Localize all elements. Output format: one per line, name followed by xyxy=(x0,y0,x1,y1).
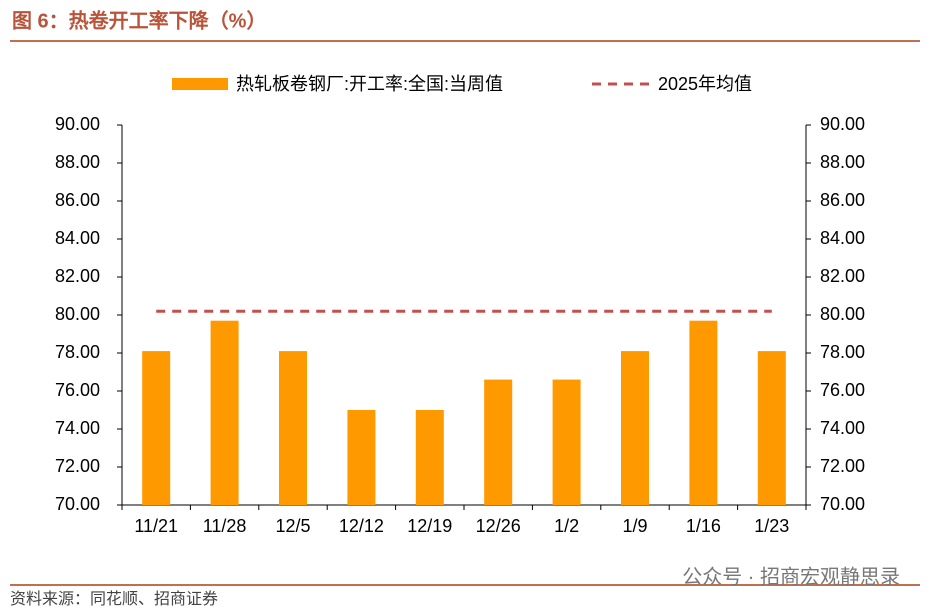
x-tick-label: 1/2 xyxy=(554,516,579,536)
y2-tick-label: 78.00 xyxy=(820,342,865,362)
bar xyxy=(552,379,581,505)
y2-tick-label: 88.00 xyxy=(820,152,865,172)
bar xyxy=(621,351,649,505)
bar xyxy=(689,320,718,505)
y2-tick-label: 70.00 xyxy=(820,494,865,514)
y2-tick-label: 90.00 xyxy=(820,114,865,134)
x-tick-label: 11/28 xyxy=(203,516,247,536)
y-tick-label: 74.00 xyxy=(55,418,100,438)
y-tick-label: 76.00 xyxy=(55,380,100,400)
y2-tick-label: 82.00 xyxy=(820,266,865,286)
y-tick-label: 86.00 xyxy=(55,190,100,210)
y2-tick-label: 72.00 xyxy=(820,456,865,476)
y-tick-label: 84.00 xyxy=(55,228,100,248)
y2-tick-label: 80.00 xyxy=(820,304,865,324)
legend-label: 2025年均值 xyxy=(658,74,752,94)
y2-tick-label: 84.00 xyxy=(820,228,865,248)
bar xyxy=(484,379,513,505)
y-tick-label: 88.00 xyxy=(55,152,100,172)
y2-tick-label: 74.00 xyxy=(820,418,865,438)
x-tick-label: 12/19 xyxy=(407,516,452,536)
x-tick-label: 1/23 xyxy=(754,516,789,536)
y-tick-label: 70.00 xyxy=(55,494,100,514)
bar xyxy=(210,320,239,505)
y-tick-label: 72.00 xyxy=(55,456,100,476)
x-tick-label: 1/16 xyxy=(686,516,721,536)
chart-title: 图 6：热卷开工率下降（%） xyxy=(12,8,266,32)
source: 资料来源：同花顺、招商证券 xyxy=(10,590,218,608)
x-tick-label: 1/9 xyxy=(622,516,647,536)
y2-tick-label: 86.00 xyxy=(820,190,865,210)
x-tick-label: 12/12 xyxy=(339,516,384,536)
bar xyxy=(415,410,444,505)
bar xyxy=(279,351,307,505)
x-tick-label: 12/5 xyxy=(275,516,310,536)
y-tick-label: 78.00 xyxy=(55,342,100,362)
x-tick-label: 12/26 xyxy=(476,516,521,536)
y2-tick-label: 76.00 xyxy=(820,380,865,400)
y-tick-label: 90.00 xyxy=(55,114,100,134)
legend-label: 热轧板卷钢厂:开工率:全国:当周值 xyxy=(236,74,503,94)
bar xyxy=(347,410,376,505)
y-tick-label: 82.00 xyxy=(55,266,100,286)
y-tick-label: 80.00 xyxy=(55,304,100,324)
bar xyxy=(142,351,171,505)
watermark: 公众号 · 招商宏观静思录 xyxy=(682,565,900,588)
bar xyxy=(757,351,786,505)
x-tick-label: 11/21 xyxy=(134,516,178,536)
legend-swatch xyxy=(172,78,228,90)
